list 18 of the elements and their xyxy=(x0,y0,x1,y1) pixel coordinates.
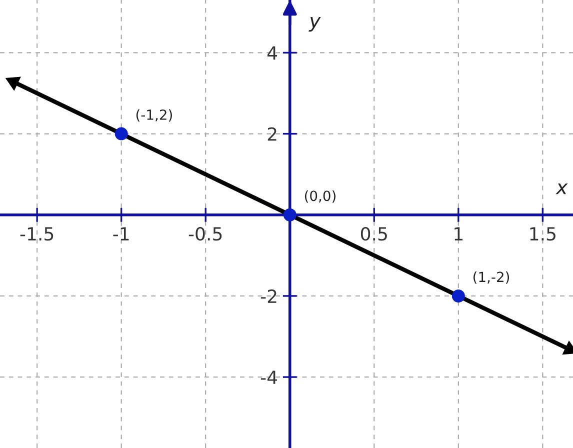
annotation: (1,-2) xyxy=(473,271,510,284)
point xyxy=(283,208,296,222)
y-tick-label: -2 xyxy=(260,289,276,303)
x-tick-label: 1 xyxy=(454,227,462,240)
x-tick-label: 0.5 xyxy=(360,227,387,241)
y-tick-label: -4 xyxy=(260,370,278,384)
x-tick-label: -1 xyxy=(113,227,129,240)
x-tick-label: -0.5 xyxy=(188,227,222,241)
y-axis-title: y xyxy=(308,16,321,32)
point xyxy=(114,127,128,140)
annotation: (-1,2) xyxy=(136,109,172,122)
x-tick-label: 1.5 xyxy=(530,227,556,241)
x-axis-title: x xyxy=(556,184,568,194)
y-tick-label: 2 xyxy=(268,127,276,141)
annotation: (0,0) xyxy=(304,190,336,203)
point xyxy=(452,289,465,302)
x-tick-label: -1.5 xyxy=(20,227,54,241)
y-tick-label: 4 xyxy=(267,46,278,60)
